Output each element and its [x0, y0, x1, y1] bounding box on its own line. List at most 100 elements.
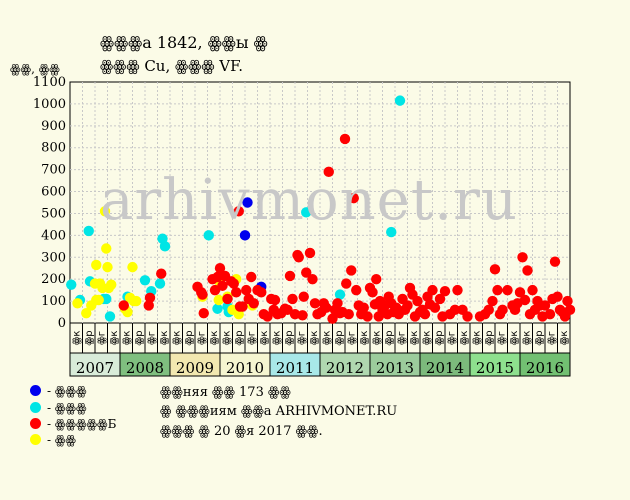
quarter-label: ꙮр: [184, 330, 195, 345]
data-point: [144, 292, 156, 304]
quarter-label: ꙮг: [296, 331, 307, 345]
data-point: [449, 304, 461, 316]
quarter-label: ꙮг: [546, 331, 557, 345]
data-point: [307, 273, 318, 285]
y-tick-label: 100: [41, 294, 66, 309]
data-point: [228, 278, 239, 289]
data-point: [402, 300, 413, 311]
quarter-label: ꙮк: [509, 331, 520, 346]
data-point: [118, 300, 129, 311]
quarter-label: ꙮр: [334, 330, 345, 345]
chart-title: ꙮꙮꙮа 1842, ꙮꙮы ꙮ: [100, 33, 268, 52]
legend-dot-blue: [30, 385, 41, 396]
year-label: 2012: [326, 359, 364, 377]
quarter-label: ꙮк: [109, 331, 120, 346]
legend-label-4: - ꙮꙮ: [47, 433, 76, 447]
data-point: [143, 300, 154, 311]
quarter-label: ꙮк: [321, 331, 332, 346]
year-label: 2008: [126, 359, 164, 377]
data-point: [66, 279, 77, 290]
y-tick-label: 700: [41, 163, 66, 178]
note-source: ꙮ ꙮꙮꙮиям ꙮꙮа ARHIVMONET.RU: [160, 404, 398, 419]
data-point: [492, 284, 503, 296]
legend-dot-cyan: [30, 402, 41, 413]
year-label: 2011: [276, 359, 314, 377]
data-point: [544, 309, 556, 320]
data-point: [519, 294, 531, 306]
data-point: [301, 207, 312, 218]
year-label: 2014: [426, 359, 464, 377]
data-point: [562, 295, 573, 307]
data-point: [83, 225, 94, 237]
quarter-label: ꙮг: [496, 331, 507, 345]
quarter-label: ꙮр: [284, 330, 295, 345]
quarter-label: ꙮк: [159, 331, 170, 346]
data-point: [72, 298, 83, 309]
legend-label-3: - ꙮꙮꙮꙮꙮБ: [47, 417, 117, 431]
data-point: [156, 268, 167, 279]
data-point: [527, 284, 538, 296]
data-point: [214, 263, 226, 274]
quarter-label: ꙮк: [409, 331, 420, 346]
data-point: [394, 95, 406, 106]
legend-label-1: - ꙮꙮꙮ: [47, 384, 87, 398]
y-tick-label: 400: [41, 228, 66, 243]
watermark: arhivmonet.ru: [100, 168, 518, 233]
year-label: 2009: [176, 359, 214, 377]
data-point: [371, 273, 382, 285]
year-label: 2010: [226, 359, 264, 377]
quarter-label: ꙮг: [396, 331, 407, 345]
quarter-label: ꙮг: [346, 331, 357, 345]
data-point: [297, 310, 308, 321]
quarter-label: ꙮр: [434, 330, 445, 345]
data-point: [514, 287, 526, 298]
data-point: [212, 303, 223, 314]
y-tick-label: 800: [41, 141, 66, 156]
quarter-label: ꙮк: [209, 331, 220, 346]
data-point: [159, 241, 171, 252]
legend-item-2: - ꙮꙮꙮ: [30, 401, 87, 415]
quarter-label: ꙮк: [359, 331, 370, 346]
y-tick-label: 1000: [33, 97, 66, 112]
data-point: [233, 206, 244, 217]
data-point: [489, 264, 501, 275]
data-point: [91, 259, 102, 271]
data-point: [339, 133, 351, 145]
data-point: [242, 197, 253, 208]
quarter-label: ꙮк: [521, 331, 532, 346]
y-tick-label: 900: [41, 119, 66, 134]
data-point: [412, 295, 423, 307]
data-point: [334, 289, 346, 300]
data-point: [386, 226, 397, 238]
note-date: ꙮꙮꙮ ꙮ 20 ꙮя 2017 ꙮꙮ.: [160, 424, 323, 439]
data-point: [106, 279, 117, 290]
data-point: [198, 307, 209, 319]
data-point: [434, 293, 446, 305]
data-point: [304, 247, 316, 259]
data-point: [439, 286, 451, 297]
data-point: [93, 294, 104, 306]
quarter-label: ꙮк: [221, 331, 232, 346]
data-point: [367, 287, 378, 298]
y-tick-label: 500: [41, 206, 66, 221]
data-point: [419, 309, 431, 320]
chart-subtitle: ꙮꙮꙮ Cu, ꙮꙮꙮ VF.: [100, 57, 243, 75]
data-point: [462, 311, 473, 322]
data-point: [127, 261, 138, 273]
y-tick-label: 600: [41, 185, 66, 200]
y-tick-label: 1100: [33, 75, 66, 90]
quarter-label: ꙮк: [421, 331, 432, 346]
quarter-label: ꙮр: [534, 330, 545, 345]
quarter-label: ꙮг: [146, 331, 157, 345]
quarter-label: ꙮр: [234, 330, 245, 345]
data-point: [351, 284, 362, 296]
legend-label-2: - ꙮꙮꙮ: [47, 401, 87, 415]
data-point: [237, 301, 248, 312]
quarter-label: ꙮк: [471, 331, 482, 346]
data-point: [309, 298, 321, 309]
data-point: [282, 304, 293, 316]
data-point: [99, 206, 111, 217]
data-point: [497, 304, 508, 316]
quarter-label: ꙮк: [459, 331, 470, 346]
